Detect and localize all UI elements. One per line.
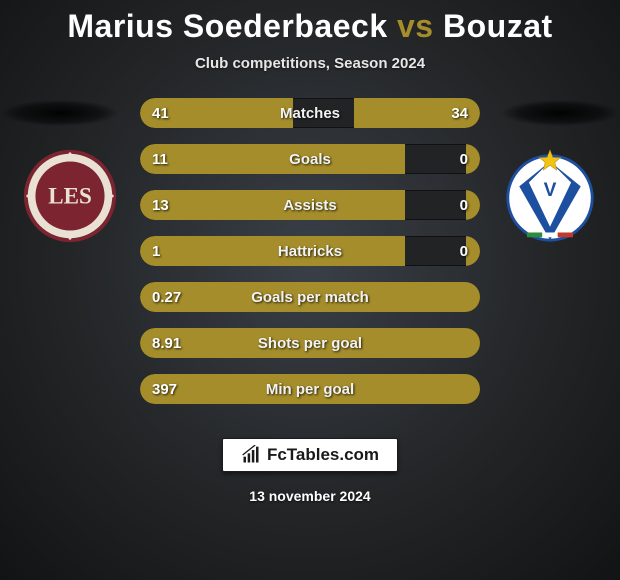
shadow-left: [2, 100, 118, 126]
stat-value-left: 11: [152, 144, 168, 174]
club-crest-right: V: [502, 148, 598, 244]
comparison-title: Marius Soederbaeck vs Bouzat: [0, 0, 620, 45]
brand-row: FcTables.com: [0, 438, 620, 472]
stat-row: Goals per match0.27: [140, 282, 480, 312]
stat-value-left: 13: [152, 190, 169, 220]
stat-bars: Matches4134Goals110Assists130Hattricks10…: [140, 98, 480, 420]
subtitle: Club competitions, Season 2024: [0, 55, 620, 72]
stat-label: Matches: [140, 98, 480, 128]
brand-chart-icon: [241, 445, 261, 465]
stat-value-right: 0: [460, 144, 468, 174]
vs-text: vs: [397, 8, 434, 44]
stat-value-left: 0.27: [152, 282, 181, 312]
svg-text:V: V: [544, 180, 557, 201]
club-crest-left: LES: [22, 148, 118, 244]
stat-value-left: 41: [152, 98, 169, 128]
shadow-right: [502, 100, 618, 126]
stat-row: Shots per goal8.91: [140, 328, 480, 358]
date-text: 13 november 2024: [0, 488, 620, 504]
stat-label: Goals: [140, 144, 480, 174]
stat-row: Goals11 0: [140, 144, 480, 174]
stat-row: Assists13 0: [140, 190, 480, 220]
stat-row: Matches41 34: [140, 98, 480, 128]
stat-value-right: 0: [460, 190, 468, 220]
brand-text: FcTables.com: [267, 445, 379, 465]
stat-row: Min per goal397: [140, 374, 480, 404]
player1-name: Marius Soederbaeck: [67, 8, 387, 44]
brand-badge: FcTables.com: [222, 438, 398, 472]
stat-label: Goals per match: [140, 282, 480, 312]
svg-text:LES: LES: [48, 183, 92, 209]
player2-name: Bouzat: [443, 8, 553, 44]
stat-value-right: 0: [460, 236, 468, 266]
stat-label: Shots per goal: [140, 328, 480, 358]
stat-label: Min per goal: [140, 374, 480, 404]
stat-label: Assists: [140, 190, 480, 220]
stat-value-left: 1: [152, 236, 160, 266]
stat-value-left: 397: [152, 374, 177, 404]
stat-label: Hattricks: [140, 236, 480, 266]
stat-row: Hattricks1 0: [140, 236, 480, 266]
stats-stage: LES V Matches4134Goals110Assists130Hattr…: [0, 90, 620, 430]
stat-value-right: 34: [451, 98, 468, 128]
stat-value-left: 8.91: [152, 328, 181, 358]
